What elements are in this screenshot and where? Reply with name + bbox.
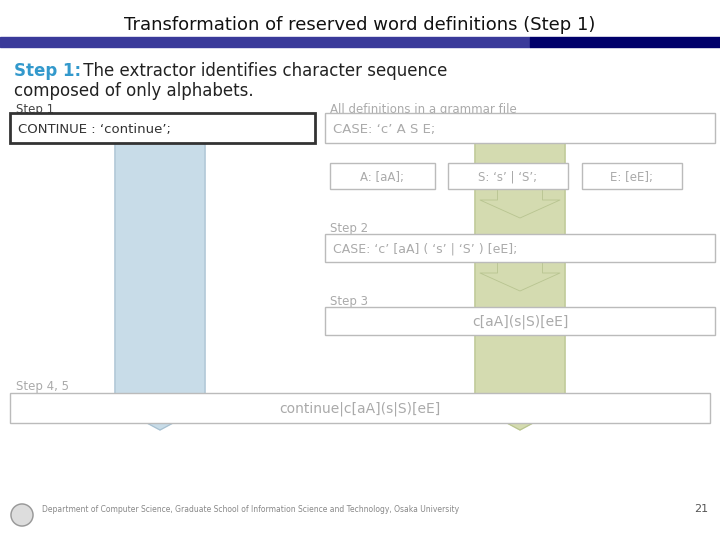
Text: Step 4, 5: Step 4, 5 — [16, 380, 69, 393]
Polygon shape — [480, 189, 560, 218]
Polygon shape — [480, 262, 560, 291]
Bar — [448, 163, 568, 189]
Polygon shape — [95, 143, 225, 430]
Text: Step 1:: Step 1: — [14, 62, 81, 80]
Text: Step 3: Step 3 — [330, 295, 368, 308]
Text: c[aA](s|S)[eE]: c[aA](s|S)[eE] — [472, 315, 568, 329]
Circle shape — [11, 504, 33, 526]
Text: E: [eE];: E: [eE]; — [611, 171, 654, 184]
Text: CASE: ‘c’ [aA] ( ‘s’ | ‘S’ ) [eE];: CASE: ‘c’ [aA] ( ‘s’ | ‘S’ ) [eE]; — [333, 242, 518, 255]
Bar — [530, 37, 720, 47]
Bar — [325, 307, 715, 335]
Polygon shape — [455, 143, 585, 430]
Bar — [582, 163, 682, 189]
Text: S: ‘s’ | ‘S’;: S: ‘s’ | ‘S’; — [478, 171, 538, 184]
Text: 21: 21 — [694, 504, 708, 514]
Text: Transformation of reserved word definitions (Step 1): Transformation of reserved word definiti… — [125, 16, 595, 34]
Bar — [325, 234, 715, 262]
Text: A: [aA];: A: [aA]; — [361, 171, 405, 184]
Bar — [10, 393, 710, 423]
Text: The extractor identifies character sequence: The extractor identifies character seque… — [78, 62, 447, 80]
Text: continue|c[aA](s|S)[eE]: continue|c[aA](s|S)[eE] — [279, 402, 441, 416]
Text: CONTINUE : ‘continue’;: CONTINUE : ‘continue’; — [18, 123, 171, 136]
Text: Step 2: Step 2 — [330, 222, 368, 235]
Bar — [10, 113, 315, 143]
Bar — [330, 163, 435, 189]
Text: CASE: ‘c’ A S E;: CASE: ‘c’ A S E; — [333, 123, 436, 136]
Text: All definitions in a grammar file: All definitions in a grammar file — [330, 103, 517, 116]
Bar — [325, 113, 715, 143]
Text: Department of Computer Science, Graduate School of Information Science and Techn: Department of Computer Science, Graduate… — [42, 504, 459, 514]
Bar — [0, 37, 530, 47]
Text: composed of only alphabets.: composed of only alphabets. — [14, 82, 253, 100]
Text: Step 1: Step 1 — [16, 103, 54, 116]
